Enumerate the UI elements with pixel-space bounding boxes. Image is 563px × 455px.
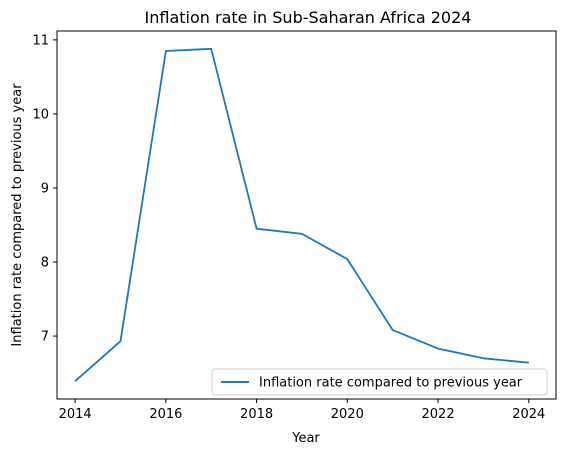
x-tick-label: 2018 (240, 407, 273, 422)
legend-entry-label: Inflation rate compared to previous year (259, 376, 523, 391)
y-tick-label: 8 (41, 256, 49, 271)
y-tick-label: 11 (32, 33, 49, 48)
x-tick-label: 2022 (422, 407, 455, 422)
y-tick-label: 7 (41, 330, 49, 345)
chart-title: Inflation rate in Sub-Saharan Africa 202… (145, 8, 472, 27)
axes-frame (56, 30, 557, 400)
x-axis-label: Year (291, 431, 320, 446)
y-tick-label: 10 (32, 107, 49, 122)
x-axis: 2014 2016 2018 2020 2022 2024 (59, 399, 545, 422)
y-axis-label: Inflation rate compared to previous year (10, 83, 25, 347)
plot-area (74, 47, 529, 382)
x-tick-label: 2016 (149, 407, 182, 422)
x-tick-label: 2020 (331, 407, 364, 422)
y-axis: 7 8 9 10 11 (32, 33, 57, 345)
legend-box (211, 368, 548, 396)
y-tick-label: 9 (41, 181, 49, 196)
x-tick-label: 2014 (59, 407, 92, 422)
series-line (74, 47, 529, 382)
legend: Inflation rate compared to previous year (211, 368, 548, 396)
x-tick-label: 2024 (512, 407, 545, 422)
